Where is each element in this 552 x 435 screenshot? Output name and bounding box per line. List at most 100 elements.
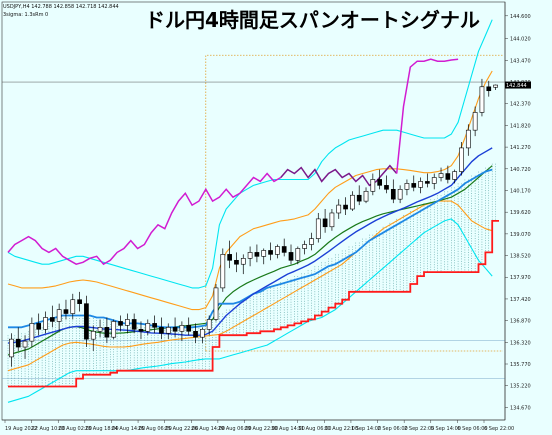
candle-body <box>247 252 253 259</box>
time-tick-label: 24 Aug 14:00 <box>111 426 145 432</box>
candle-body <box>418 181 423 188</box>
price-tick-label: 136.320 <box>510 340 531 346</box>
candle-body <box>70 299 76 314</box>
span-red-line <box>8 219 499 388</box>
candlestick-series <box>9 78 498 367</box>
price-tick-label: 136.870 <box>510 319 531 325</box>
time-tick-label: 30 Aug 14:00 <box>271 426 305 432</box>
candle-body <box>472 112 478 131</box>
candle-body <box>363 190 369 202</box>
candle-body <box>452 171 458 180</box>
candle-body <box>200 329 205 338</box>
time-tick-label: 2 Sep 06:00 <box>378 426 408 432</box>
candle-body <box>390 189 396 200</box>
price-tick-label: 135.220 <box>510 384 531 390</box>
candle-body <box>77 299 82 304</box>
candle-body <box>479 86 485 113</box>
candle-body <box>377 179 383 186</box>
candle-body <box>322 218 328 228</box>
price-tick-label: 139.070 <box>510 232 531 238</box>
candle-body <box>404 183 410 190</box>
price-tick-label: 137.970 <box>510 275 531 281</box>
candle-body <box>227 254 232 261</box>
candle-body <box>384 185 389 190</box>
time-tick-label: 29 Aug 22:00 <box>245 426 279 432</box>
candle-body <box>111 321 117 338</box>
candle-body <box>63 309 69 314</box>
price-tick-label: 140.720 <box>510 167 531 173</box>
candle-body <box>356 194 362 202</box>
price-tick-label: 135.770 <box>510 362 531 368</box>
price-tick-label: 138.520 <box>510 254 531 260</box>
chikou-span-line <box>7 172 282 266</box>
candle-body <box>486 86 492 92</box>
time-tick-label: 29 Aug 06:00 <box>218 426 252 432</box>
price-tick-label: 143.470 <box>510 58 531 64</box>
candle-body <box>240 258 246 265</box>
candle-body <box>295 248 301 261</box>
candle-body <box>15 338 21 348</box>
bollinger-upper-mid-line <box>7 70 493 311</box>
candle-body <box>9 338 14 358</box>
candle-body <box>220 254 226 289</box>
candle-body <box>343 204 348 210</box>
candle-body <box>309 238 314 245</box>
price-tag-label: 142.844 <box>506 83 527 89</box>
time-tick-label: 6 Sep 22:00 <box>484 426 514 432</box>
time-tick-label: 25 Aug 06:00 <box>138 426 172 432</box>
candle-body <box>131 319 137 330</box>
candle-body <box>329 212 335 228</box>
candle-body <box>315 218 321 239</box>
time-tick-label: 23 Aug 02:00 <box>58 426 92 432</box>
bollinger-upper-outer-line <box>7 19 493 289</box>
price-tag-box <box>505 81 531 89</box>
candle-body <box>84 303 89 340</box>
time-tick-label: 5 Sep 14:00 <box>431 426 461 432</box>
candle-body <box>234 259 239 265</box>
price-tick-label: 144.020 <box>510 37 531 43</box>
candle-body <box>186 325 192 332</box>
candle-body <box>411 183 417 188</box>
candle-body <box>118 321 123 326</box>
time-tick-label: 6 Sep 06:00 <box>457 426 487 432</box>
price-tick-label: 141.270 <box>510 145 531 151</box>
price-tick-label: 134.670 <box>510 405 531 411</box>
time-tick-label: 31 Aug 06:00 <box>298 426 332 432</box>
price-tick-label: 144.600 <box>510 14 531 20</box>
price-tick-label: 142.370 <box>510 102 531 108</box>
candle-body <box>465 129 471 149</box>
candle-body <box>29 323 35 342</box>
time-tick-label: 2 Sep 22:00 <box>404 426 434 432</box>
candle-body <box>275 246 280 255</box>
candle-body <box>268 250 273 255</box>
candle-body <box>431 177 437 184</box>
time-tick-label: 25 Aug 22:00 <box>165 426 199 432</box>
candle-body <box>138 329 144 332</box>
candle-body <box>104 327 110 338</box>
time-tick-label: 23 Aug 18:00 <box>85 426 119 432</box>
time-tick-label: 31 Aug 22:00 <box>324 426 358 432</box>
candle-body <box>145 323 151 332</box>
candle-body <box>97 327 103 332</box>
current-price-tag: 142.844 <box>505 81 531 89</box>
candle-body <box>152 323 157 328</box>
candle-body <box>36 323 42 330</box>
indicator-info-text: 3sigma: 1.3sRm 0 <box>3 12 48 18</box>
candle-body <box>213 287 219 320</box>
candle-body <box>49 317 55 322</box>
candle-body <box>370 179 376 192</box>
time-tick-label: 26 Aug 14:00 <box>191 426 225 432</box>
candle-body <box>206 319 212 330</box>
candle-body <box>350 194 355 210</box>
candle-body <box>165 327 171 334</box>
time-tick-label: 1 Sep 14:00 <box>351 426 381 432</box>
time-tick-label: 19 Aug 2022 <box>5 426 37 432</box>
candle-body <box>302 244 307 249</box>
bollinger-lower-mid-line <box>7 200 493 372</box>
candle-body <box>445 173 451 180</box>
candle-body <box>159 327 164 334</box>
